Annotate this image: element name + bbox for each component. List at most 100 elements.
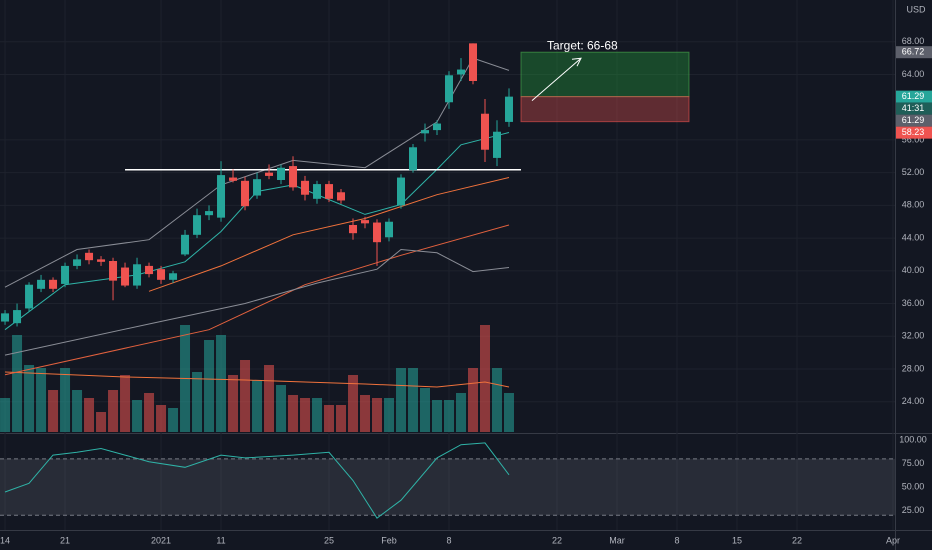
- stoch-band: [0, 458, 895, 516]
- candle-body: [289, 166, 298, 188]
- volume-bar: [264, 365, 275, 432]
- candle-body: [73, 259, 82, 266]
- candle-body: [37, 279, 46, 289]
- price-badge: [896, 126, 932, 139]
- moving-average: [4, 224, 510, 376]
- candle-body: [121, 267, 130, 286]
- volume-bar: [300, 398, 311, 432]
- price-badge: [896, 114, 932, 127]
- volume-bar: [168, 408, 179, 432]
- volume-bar: [455, 393, 466, 432]
- candle-body: [313, 184, 322, 199]
- volume-bar: [108, 390, 119, 432]
- x-tick-label: Feb: [381, 535, 397, 545]
- annotation-text: Target: 66-68: [547, 38, 618, 52]
- y-tick-label: 48.00: [902, 200, 925, 210]
- candle-body: [349, 225, 358, 234]
- stoch-tick-label: 50.00: [902, 481, 925, 491]
- candle-body: [444, 75, 453, 103]
- y-tick-label: 40.00: [902, 265, 925, 275]
- candle-body: [409, 147, 418, 171]
- volume-bar: [12, 335, 23, 432]
- moving-average: [148, 177, 510, 292]
- candle-body: [325, 184, 334, 199]
- volume-bar: [204, 340, 215, 432]
- volume-bar: [96, 412, 107, 432]
- x-tick-label: Mar: [609, 535, 625, 545]
- price-badge-label: 66.72: [902, 47, 925, 57]
- price-badge-label: 41:31: [902, 103, 925, 113]
- price-badge-label: 58.23: [902, 127, 925, 137]
- candle-body: [504, 96, 513, 122]
- y-tick-label: 64.00: [902, 69, 925, 79]
- candle-body: [421, 130, 430, 134]
- x-tick-label: 21: [60, 535, 70, 545]
- y-tick-label: 56.00: [902, 134, 925, 144]
- candle-body: [25, 284, 34, 309]
- candle-body: [145, 265, 154, 275]
- candle-body: [361, 220, 370, 224]
- candle-body: [456, 69, 465, 75]
- volume-ma: [4, 371, 510, 388]
- candle-body: [97, 259, 106, 262]
- volume-bar: [228, 375, 239, 432]
- x-tick-label: 22: [552, 535, 562, 545]
- candle-body: [85, 252, 94, 261]
- candle-body: [133, 264, 142, 286]
- volume-bar: [432, 400, 443, 432]
- candle-body: [373, 222, 382, 243]
- stoch-tick-label: 100.00: [899, 434, 927, 444]
- volume-bar: [396, 368, 407, 432]
- volume-bar: [384, 398, 395, 432]
- price-badge-label: 61.29: [902, 115, 925, 125]
- volume-bar: [372, 398, 383, 432]
- price-badge: [896, 102, 932, 115]
- volume-bar: [132, 400, 143, 432]
- candle-body: [337, 192, 346, 201]
- candle-body: [241, 180, 250, 207]
- volume-bar: [84, 398, 95, 432]
- annotation-arrow: [531, 57, 582, 102]
- candle-body: [157, 269, 166, 280]
- candle-body: [181, 234, 190, 255]
- candle-body: [205, 211, 214, 216]
- candle-body: [109, 261, 118, 281]
- volume-bar: [479, 325, 490, 432]
- volume-bar: [48, 390, 59, 432]
- candle-body: [480, 113, 489, 150]
- candle-body: [61, 265, 70, 284]
- volume-bar: [324, 405, 335, 432]
- y-tick-label: 36.00: [902, 298, 925, 308]
- candle-body: [433, 123, 442, 131]
- y-tick-label: 32.00: [902, 331, 925, 341]
- volume-bar: [156, 405, 167, 432]
- volume-bar: [443, 400, 454, 432]
- volume-bar: [503, 393, 514, 432]
- candle-body: [13, 310, 22, 324]
- volume-bar: [408, 368, 419, 432]
- candle-body: [397, 177, 406, 206]
- volume-bar: [336, 405, 347, 432]
- volume-bar: [60, 368, 71, 432]
- volume-bar: [240, 360, 251, 432]
- volume-bar: [72, 390, 83, 432]
- candle-body: [301, 180, 310, 195]
- x-tick-label: Apr: [886, 535, 900, 545]
- volume-bar: [24, 365, 35, 432]
- x-tick-label: 2021: [151, 535, 171, 545]
- x-tick-label: 22: [792, 535, 802, 545]
- volume-bar: [144, 393, 155, 432]
- candle-body: [1, 313, 10, 322]
- y-tick-label: 52.00: [902, 167, 925, 177]
- candle-body: [193, 215, 202, 235]
- stop-zone: [520, 96, 690, 123]
- stoch-tick-label: 75.00: [902, 458, 925, 468]
- currency-label: USD: [906, 4, 926, 14]
- x-tick-label: 14: [0, 535, 10, 545]
- volume-bar: [420, 388, 431, 432]
- stoch-tick-label: 25.00: [902, 505, 925, 515]
- moving-average: [4, 248, 510, 356]
